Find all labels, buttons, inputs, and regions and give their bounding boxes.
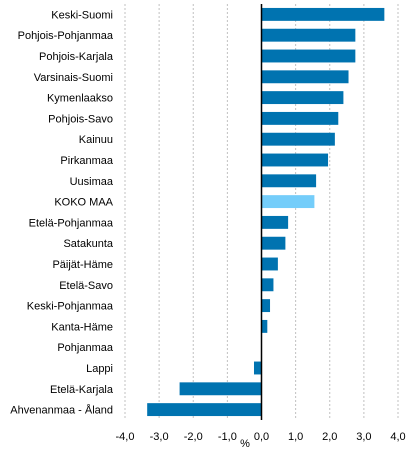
bar: [261, 319, 268, 333]
bar: [261, 299, 271, 313]
category-label: Etelä-Savo: [59, 280, 113, 292]
x-tick-label: -3,0: [150, 431, 169, 443]
tick-labels: -4,0 -3,0 -2,0 -1,0 0,0 1,0 2,0 3,0 4,0: [116, 431, 406, 443]
category-label: KOKO MAA: [54, 197, 113, 209]
x-axis-label: %: [240, 438, 250, 450]
category-label: Etelä-Karjala: [50, 384, 114, 396]
bars: [147, 7, 385, 417]
bar: [261, 153, 329, 167]
x-tick-label: 1,0: [288, 431, 303, 443]
category-label: Pohjois-Pohjanmaa: [18, 30, 114, 42]
bar: [261, 174, 317, 188]
category-label: Lappi: [86, 363, 113, 375]
category-label: Etelä-Pohjanmaa: [29, 217, 114, 229]
bar: [261, 236, 286, 250]
x-tick-label: 4,0: [390, 431, 405, 443]
category-label: Kanta-Häme: [51, 321, 113, 333]
bar: [261, 215, 289, 229]
category-label: Kainuu: [79, 134, 113, 146]
category-label: Keski-Pohjanmaa: [27, 301, 114, 313]
bar: [261, 132, 335, 146]
category-label: Keski-Suomi: [51, 9, 113, 21]
bar: [261, 91, 344, 105]
bar: [261, 70, 349, 84]
bar: [261, 28, 356, 42]
category-label: Pohjois-Karjala: [39, 51, 114, 63]
category-label: Pirkanmaa: [60, 155, 113, 167]
bar: [261, 7, 385, 21]
x-tick-label: -1,0: [218, 431, 237, 443]
bar: [253, 361, 262, 375]
bar: [261, 49, 356, 63]
category-label: Päijät-Häme: [52, 259, 113, 271]
bar: [179, 382, 262, 396]
x-tick-label: 3,0: [356, 431, 371, 443]
category-label: Kymenlaakso: [47, 93, 113, 105]
bar: [261, 257, 278, 271]
category-label: Uusimaa: [70, 176, 114, 188]
x-tick-label: -2,0: [184, 431, 203, 443]
category-label: Ahvenanmaa - Åland: [10, 404, 113, 417]
x-tick-label: 2,0: [322, 431, 337, 443]
x-tick-label: 0,0: [254, 431, 269, 443]
bar: [261, 111, 339, 125]
gridlines: [124, 4, 399, 420]
bar: [147, 403, 262, 417]
bar: [261, 278, 274, 292]
x-tick-label: -4,0: [116, 431, 135, 443]
category-label: Pohjois-Savo: [48, 113, 113, 125]
category-label: Varsinais-Suomi: [34, 72, 113, 84]
category-label: Pohjanmaa: [57, 342, 114, 354]
bar: [261, 195, 315, 209]
category-label: Satakunta: [63, 238, 113, 250]
category-labels: Keski-Suomi Pohjois-Pohjanmaa Pohjois-Karj…: [10, 9, 114, 416]
